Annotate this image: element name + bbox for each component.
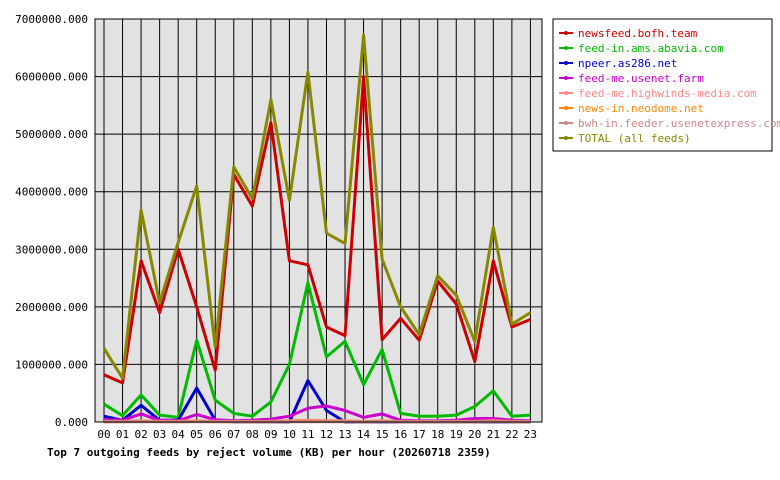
x-tick-label: 13 xyxy=(338,428,351,441)
legend-swatch-dot xyxy=(564,46,568,50)
y-tick-label: 3000000.000 xyxy=(15,243,88,256)
x-tick-label: 02 xyxy=(134,428,147,441)
y-tick-label: 6000000.000 xyxy=(15,71,88,84)
x-tick-label: 15 xyxy=(375,428,388,441)
x-tick-label: 20 xyxy=(468,428,481,441)
x-tick-label: 14 xyxy=(357,428,371,441)
x-tick-label: 05 xyxy=(190,428,203,441)
legend-label: newsfeed.bofh.team xyxy=(578,27,698,40)
legend-label: bwh-in.feeder.usenetexpress.com xyxy=(578,117,780,130)
y-tick-label: 0.000 xyxy=(55,416,88,429)
series-line xyxy=(103,75,531,385)
series-line xyxy=(102,33,532,380)
x-tick-label: 09 xyxy=(264,428,277,441)
x-tick-label: 23 xyxy=(524,428,537,441)
x-tick-label: 12 xyxy=(320,428,333,441)
legend-label: TOTAL (all feeds) xyxy=(578,132,691,145)
x-tick-label: 01 xyxy=(116,428,129,441)
x-tick-label: 17 xyxy=(413,428,426,441)
legend-swatch-dot xyxy=(564,61,568,65)
legend-swatch-dot xyxy=(564,31,568,35)
y-tick-label: 4000000.000 xyxy=(15,186,88,199)
x-tick-label: 11 xyxy=(301,428,314,441)
y-tick-label: 7000000.000 xyxy=(15,13,88,26)
legend: newsfeed.bofh.team feed-in.ams.abavia.com… xyxy=(552,18,780,152)
x-tick-label: 07 xyxy=(227,428,240,441)
x-tick-label: 19 xyxy=(450,428,463,441)
x-tick-label: 06 xyxy=(209,428,222,441)
y-axis: 0.000 1000000.000 2000000.000 3000000.000 40… xyxy=(15,13,88,429)
series-line xyxy=(103,281,531,419)
legend-label: feed-me.highwinds-media.com xyxy=(578,87,757,100)
x-tick-label: 03 xyxy=(153,428,166,441)
legend-swatch-dot xyxy=(564,106,568,110)
y-tick-label: 5000000.000 xyxy=(15,128,88,141)
legend-swatch-dot xyxy=(564,91,568,95)
legend-box xyxy=(552,18,773,152)
x-axis: 00 01 02 03 04 05 06 07 08 09 10 11 12 13 14 15 16 17 18 19… xyxy=(97,428,537,441)
legend-label: news-in.neodome.net xyxy=(578,102,704,115)
legend-label: npeer.as286.net xyxy=(578,57,677,70)
x-tick-label: 22 xyxy=(505,428,518,441)
legend-swatch-dot xyxy=(564,76,568,80)
legend-swatch-dot xyxy=(564,136,568,140)
plot-frame xyxy=(94,18,543,423)
chart-title: Top 7 outgoing feeds by reject volume (K… xyxy=(47,446,491,459)
x-tick-label: 16 xyxy=(394,428,407,441)
plot-background xyxy=(95,19,542,422)
x-tick-label: 18 xyxy=(431,428,444,441)
legend-label: feed-me.usenet.farm xyxy=(578,72,704,85)
x-tick-label: 00 xyxy=(97,428,110,441)
legend-swatch-dot xyxy=(564,121,568,125)
x-tick-label: 21 xyxy=(487,428,500,441)
x-tick-label: 08 xyxy=(246,428,259,441)
x-tick-label: 10 xyxy=(283,428,296,441)
y-tick-label: 2000000.000 xyxy=(15,301,88,314)
y-tick-label: 1000000.000 xyxy=(15,358,88,371)
x-tick-label: 04 xyxy=(172,428,186,441)
legend-label: feed-in.ams.abavia.com xyxy=(578,42,724,55)
